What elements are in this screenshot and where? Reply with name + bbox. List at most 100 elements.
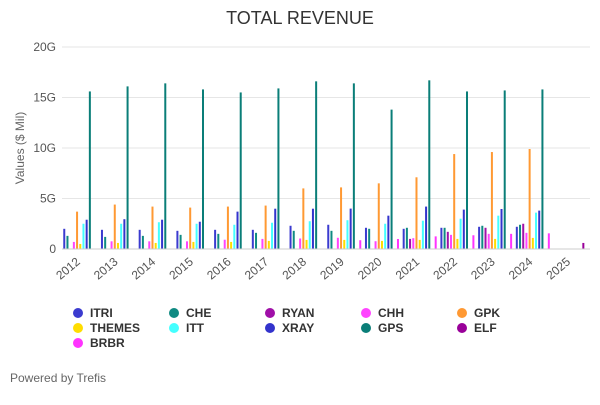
y-tick-label: 10G (33, 141, 56, 155)
legend-label: ELF (474, 321, 497, 335)
bar (535, 212, 538, 249)
bar (85, 219, 88, 249)
legend-marker (169, 308, 179, 318)
bar (368, 228, 371, 249)
bar (138, 229, 141, 249)
bar (195, 223, 198, 249)
bar (538, 210, 541, 249)
legend-label: CHE (186, 306, 211, 320)
bar (214, 229, 217, 249)
bar (230, 241, 233, 249)
bar (359, 240, 362, 249)
x-tick-label: 2018 (280, 254, 310, 282)
bar (192, 241, 195, 249)
bar (330, 230, 333, 249)
bar (239, 92, 242, 249)
legend-marker (457, 323, 467, 333)
bar (261, 238, 264, 249)
bar (478, 226, 481, 249)
x-tick-label: 2022 (430, 254, 460, 282)
bar (79, 243, 82, 249)
bar (346, 220, 349, 249)
bar (466, 91, 468, 249)
bar (349, 208, 352, 249)
bar (425, 206, 428, 249)
legend-label: GPS (378, 321, 403, 335)
bar (490, 152, 493, 249)
bar (141, 235, 144, 249)
bar (292, 230, 295, 249)
bar (299, 238, 302, 249)
x-tick-label: 2017 (242, 254, 272, 282)
bar (271, 222, 274, 249)
bar (446, 231, 449, 249)
bar (311, 208, 314, 249)
bar (120, 223, 123, 249)
bar (336, 237, 339, 249)
bar (186, 241, 188, 249)
bar (100, 229, 103, 249)
bar (531, 237, 534, 249)
bar (494, 238, 497, 249)
bar (515, 226, 518, 249)
bar (405, 227, 408, 249)
y-tick-label: 5G (40, 192, 56, 206)
bar (396, 239, 399, 249)
bar (510, 233, 513, 249)
bar (308, 221, 311, 249)
legend-label: BRBR (90, 336, 125, 350)
bar (161, 219, 164, 249)
bar (450, 234, 452, 249)
x-tick-label: 2016 (204, 254, 234, 282)
bar (189, 207, 192, 249)
bar (154, 242, 157, 249)
bar (472, 235, 475, 249)
legend-label: ITT (186, 321, 205, 335)
bar (364, 227, 367, 249)
bar (151, 206, 154, 249)
legend-marker (265, 308, 275, 318)
bar (352, 83, 355, 249)
bar (113, 204, 116, 249)
footer: Powered by Trefis (10, 371, 106, 385)
bar (541, 89, 544, 249)
bar (88, 91, 91, 249)
bar (315, 81, 318, 249)
x-tick-label: 2015 (166, 254, 196, 282)
bar (72, 241, 75, 249)
bar (116, 242, 119, 249)
bar (418, 239, 421, 249)
bar (305, 239, 308, 249)
bar (226, 206, 229, 249)
bar (547, 233, 550, 249)
bar (267, 240, 270, 249)
y-tick-label: 20G (33, 40, 56, 54)
y-tick-label: 15G (33, 91, 56, 105)
bar (148, 241, 151, 249)
bar (251, 229, 254, 249)
bar (500, 209, 503, 249)
legend-marker (73, 323, 83, 333)
legend-marker (169, 323, 179, 333)
legend-label: THEMES (90, 321, 140, 335)
x-tick-label: 2023 (468, 254, 498, 282)
legend-label: CHH (378, 306, 404, 320)
bar (274, 208, 277, 249)
bar (223, 239, 226, 249)
x-tick-label: 2014 (129, 254, 159, 282)
x-tick-label: 2024 (506, 254, 536, 282)
bar (503, 90, 506, 250)
bar (289, 225, 292, 249)
bar (264, 205, 267, 249)
bar (453, 154, 456, 249)
x-tick-label: 2020 (355, 254, 385, 282)
bar (440, 227, 443, 249)
bar (412, 238, 415, 249)
bar (176, 230, 179, 249)
bar (402, 228, 405, 249)
bar (179, 234, 182, 249)
bar (434, 236, 437, 249)
x-tick-label: 2019 (317, 254, 347, 282)
bar (198, 221, 201, 249)
bar (456, 238, 459, 249)
